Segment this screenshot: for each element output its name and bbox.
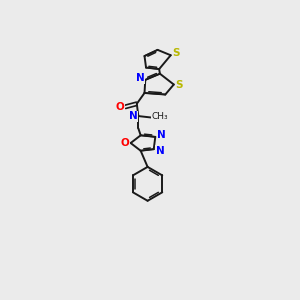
Text: N: N	[155, 146, 164, 156]
Text: O: O	[121, 138, 130, 148]
Text: N: N	[129, 111, 137, 121]
Text: CH₃: CH₃	[152, 112, 168, 121]
Text: O: O	[116, 102, 124, 112]
Text: S: S	[176, 80, 183, 89]
Text: S: S	[172, 48, 180, 58]
Text: N: N	[136, 73, 144, 83]
Text: N: N	[157, 130, 166, 140]
